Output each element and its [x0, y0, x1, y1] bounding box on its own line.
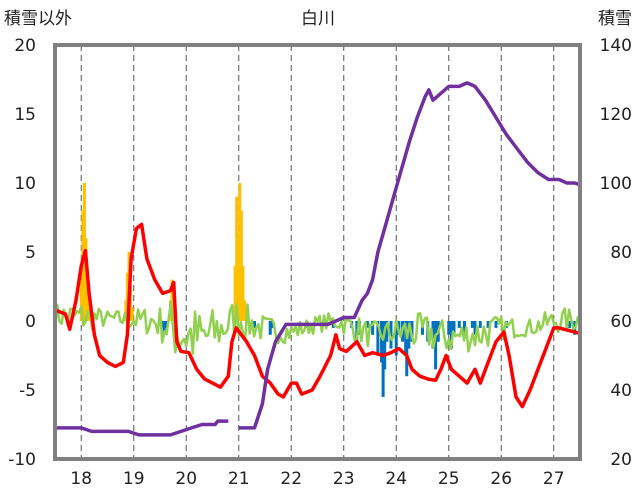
left-tick-label: 0 — [25, 312, 36, 332]
bar-blue — [380, 321, 384, 363]
x-tick-label: 20 — [175, 469, 197, 489]
bar-blue — [478, 321, 482, 328]
bar-orange — [79, 279, 83, 321]
bar-blue — [452, 321, 456, 335]
right-tick-label: 120 — [600, 105, 632, 125]
bar-blue — [486, 321, 490, 328]
bar-orange — [170, 279, 174, 321]
right-tick-label: 60 — [610, 312, 632, 332]
bar-orange — [236, 238, 240, 321]
right-tick-label: 80 — [610, 243, 632, 263]
bar-blue — [161, 321, 165, 328]
left-tick-label: 20 — [14, 36, 36, 56]
bar-orange — [84, 238, 88, 321]
left-tick-label: 10 — [14, 174, 36, 194]
chart-title: 白川 — [301, 9, 335, 29]
left-tick-label: -5 — [19, 381, 36, 401]
bar-blue — [268, 321, 272, 335]
x-tick-label: 26 — [490, 469, 512, 489]
bar-orange — [235, 196, 239, 321]
bar-blue — [470, 321, 474, 328]
right-tick-label: 20 — [610, 450, 632, 470]
bar-blue — [449, 321, 453, 349]
bar-blue — [376, 321, 380, 356]
bar-blue — [473, 321, 477, 335]
bar-blue — [385, 321, 389, 342]
x-tick-label: 18 — [70, 469, 92, 489]
bar-blue — [371, 321, 375, 335]
bar-blue — [365, 321, 369, 328]
bar-orange — [239, 210, 243, 321]
x-tick-label: 21 — [228, 469, 250, 489]
x-tick-label: 19 — [123, 469, 145, 489]
bar-blue — [253, 321, 256, 328]
x-tick-label: 23 — [333, 469, 355, 489]
bar-blue — [405, 321, 409, 377]
right-tick-label: 140 — [600, 36, 632, 56]
bar-orange — [243, 300, 247, 321]
left-tick-label: 5 — [25, 243, 36, 263]
bar-orange — [241, 265, 245, 321]
series-line-green — [53, 300, 582, 355]
left-tick-label: 15 — [14, 105, 36, 125]
grid — [80, 45, 555, 459]
bar-blue — [164, 321, 168, 328]
bar-blue — [394, 321, 398, 356]
bar-blue — [463, 321, 466, 335]
bar-orange — [238, 183, 242, 321]
bar-blue — [381, 321, 385, 397]
x-tick-label: 27 — [543, 469, 565, 489]
bar-orange — [130, 307, 134, 321]
bar-blue — [447, 321, 451, 335]
right-tick-label: 40 — [610, 381, 632, 401]
x-tick-label: 22 — [280, 469, 302, 489]
left-tick-label: -10 — [8, 450, 36, 470]
x-tick-label: 24 — [385, 469, 407, 489]
tick-labels: 18 19 20 21 22 23 24 25 26 27 -10 -5 0 5 10 15 20 20 40 60 8… — [8, 36, 632, 489]
bar-blue — [389, 321, 393, 349]
bar-orange — [86, 286, 90, 321]
bar-orange — [233, 265, 237, 321]
bar-blue — [568, 321, 571, 328]
left-axis-label: 積雪以外 — [4, 9, 72, 29]
right-axis-label: 積雪 — [598, 9, 632, 29]
x-tick-label: 25 — [438, 469, 460, 489]
bar-blue — [434, 321, 438, 370]
plot-area — [53, 81, 582, 437]
series-line-purple — [55, 81, 581, 437]
bar-blue — [162, 321, 166, 335]
bar-blue — [457, 321, 461, 328]
series-line-red — [54, 222, 581, 409]
bar-orange — [125, 272, 129, 321]
bar-blue — [494, 321, 498, 328]
bar-orange — [124, 300, 128, 321]
bar-blue — [383, 321, 387, 370]
right-tick-label: 100 — [600, 174, 632, 194]
plot-frame — [53, 43, 582, 461]
